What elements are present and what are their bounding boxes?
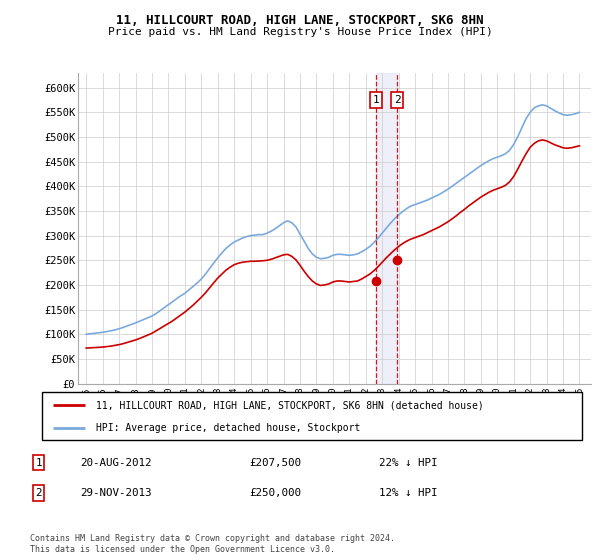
Text: Contains HM Land Registry data © Crown copyright and database right 2024.
This d: Contains HM Land Registry data © Crown c… (29, 534, 395, 554)
Text: 1: 1 (373, 95, 379, 105)
Text: 1: 1 (35, 458, 42, 468)
Text: 12% ↓ HPI: 12% ↓ HPI (379, 488, 438, 498)
Text: HPI: Average price, detached house, Stockport: HPI: Average price, detached house, Stoc… (96, 423, 361, 433)
Text: 2: 2 (35, 488, 42, 498)
Bar (376, 73, 397, 384)
Text: £207,500: £207,500 (250, 458, 302, 468)
Text: 2: 2 (394, 95, 401, 105)
Text: 20-AUG-2012: 20-AUG-2012 (80, 458, 152, 468)
Text: 22% ↓ HPI: 22% ↓ HPI (379, 458, 438, 468)
Text: Price paid vs. HM Land Registry's House Price Index (HPI): Price paid vs. HM Land Registry's House … (107, 27, 493, 37)
Text: 11, HILLCOURT ROAD, HIGH LANE, STOCKPORT, SK6 8HN (detached house): 11, HILLCOURT ROAD, HIGH LANE, STOCKPORT… (96, 400, 484, 410)
Text: £250,000: £250,000 (250, 488, 302, 498)
Text: 11, HILLCOURT ROAD, HIGH LANE, STOCKPORT, SK6 8HN: 11, HILLCOURT ROAD, HIGH LANE, STOCKPORT… (116, 14, 484, 27)
Text: 29-NOV-2013: 29-NOV-2013 (80, 488, 152, 498)
